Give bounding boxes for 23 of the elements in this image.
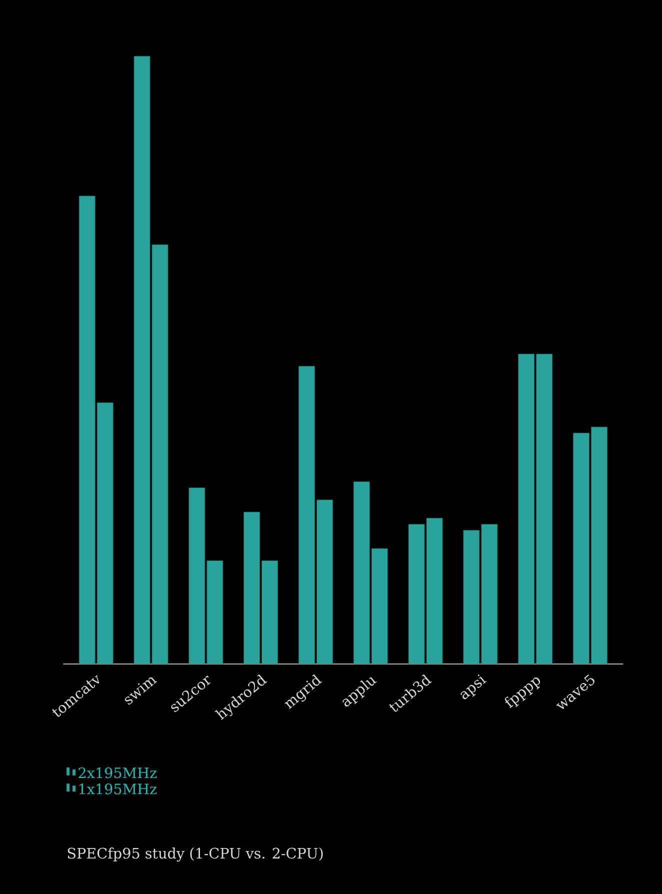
text: SPECfp95 study (1-CPU vs. 2-CPU)	[68, 848, 323, 862]
bar	[134, 56, 150, 664]
bar	[152, 244, 168, 664]
bar	[426, 518, 443, 664]
bar	[244, 512, 260, 664]
bar	[371, 548, 388, 664]
bar	[536, 354, 552, 664]
bar	[408, 524, 425, 664]
bar	[78, 196, 96, 664]
legend-label: 2x195MHz	[78, 767, 156, 778]
bar	[590, 426, 608, 664]
bar	[481, 524, 498, 664]
bar	[316, 500, 333, 664]
bar	[206, 560, 224, 664]
bar	[262, 560, 278, 664]
bar	[353, 481, 370, 664]
bar	[518, 354, 534, 664]
bar	[572, 432, 590, 664]
legend-label: 1x195MHz	[79, 784, 156, 794]
bar	[188, 488, 206, 664]
bar	[96, 402, 114, 664]
bar	[463, 530, 480, 664]
bar	[298, 366, 315, 664]
